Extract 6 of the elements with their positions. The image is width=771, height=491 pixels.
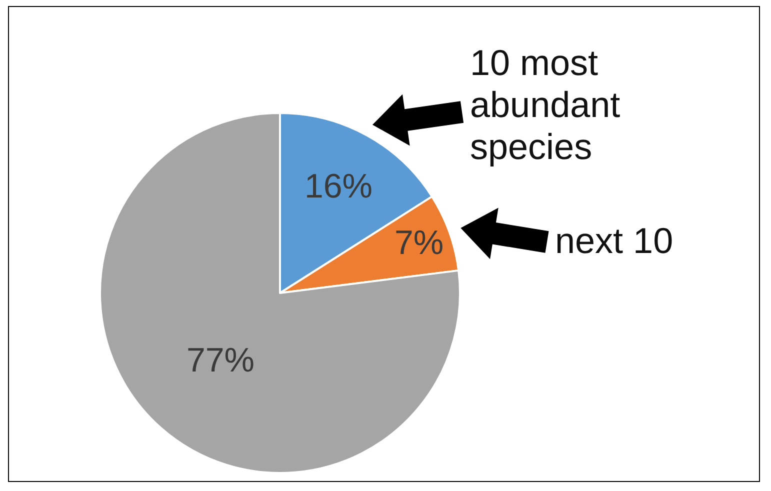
data-label: 7%	[394, 224, 444, 262]
pie-slice	[99, 112, 461, 474]
data-label: 77%	[186, 342, 255, 380]
data-label: 16%	[304, 168, 373, 206]
slice-label: next 10	[555, 220, 674, 262]
slice-label: 10 most abundant species	[470, 42, 622, 168]
